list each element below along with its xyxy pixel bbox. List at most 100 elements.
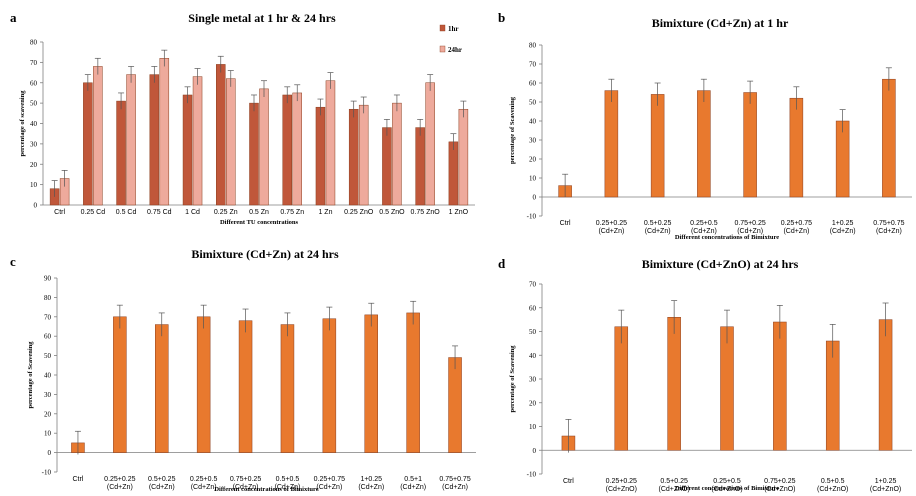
bar-a-0-7 xyxy=(282,94,292,206)
y-tick-label: 10 xyxy=(529,175,537,183)
x-category-label: 0.5+0.25 xyxy=(660,478,688,485)
y-tick-label: 60 xyxy=(529,80,537,88)
bar-b-0-7 xyxy=(882,78,896,198)
bar-a-1-7 xyxy=(292,92,302,206)
x-category-label: (Cd+Zn) xyxy=(783,228,809,235)
y-axis-label: percentage of Scavening xyxy=(509,96,516,164)
bar-a-0-11 xyxy=(415,127,425,206)
x-category-label: (Cd+Zn) xyxy=(316,484,342,491)
bar-c-0-4 xyxy=(238,320,253,453)
x-category-label: 0.75+0.75 xyxy=(439,476,470,483)
chart-title: Bimixture (Cd+ZnO) at 24 hrs xyxy=(642,257,799,271)
bar-c-0-9 xyxy=(448,357,462,453)
y-tick-label: 30 xyxy=(529,376,537,384)
y-tick-label: 0 xyxy=(533,194,537,202)
x-category-label: 1+0.25 xyxy=(832,220,854,227)
bar-a-1-12 xyxy=(458,108,469,206)
y-tick-label: 0 xyxy=(533,447,537,455)
y-tick-label: -10 xyxy=(527,213,537,221)
x-category-label: 0.25+0.75 xyxy=(314,476,345,483)
x-category-label: (Cd+Zn) xyxy=(598,228,624,235)
x-category-label: 0.75 Cd xyxy=(147,209,172,216)
bar-a-0-6 xyxy=(249,102,259,206)
y-tick-label: 60 xyxy=(30,79,38,87)
x-category-label: (Cd+ZnO) xyxy=(711,486,742,493)
y-axis-label: percentage of Scavening xyxy=(509,345,516,413)
y-tick-label: 80 xyxy=(529,42,537,50)
panel-letter: c xyxy=(10,254,16,269)
bar-a-0-9 xyxy=(348,108,359,206)
chart-panel-c: c Bimixture (Cd+Zn) at 24 hrs -10 0 10 20 30 40… xyxy=(10,247,476,493)
legend-swatch-1hr xyxy=(439,24,446,32)
x-category-label: (Cd+Zn) xyxy=(830,228,856,235)
bar-c-0-3 xyxy=(196,316,211,453)
x-category-label: 0.5+0.25 xyxy=(148,476,176,483)
x-category-label: (Cd+Zn) xyxy=(442,484,468,491)
bar-a-1-8 xyxy=(325,80,336,206)
panel-letter: b xyxy=(498,10,505,25)
bar-b-0-4 xyxy=(743,92,757,198)
x-category-label: 0.75+0.75 xyxy=(873,220,904,227)
x-category-label: 0.25+0.5 xyxy=(690,220,718,227)
y-tick-label: -10 xyxy=(42,469,52,477)
x-category-label: (Cd+Zn) xyxy=(645,228,671,235)
x-category-label: 1 Zn xyxy=(318,209,332,216)
x-category-label: 1 ZnO xyxy=(449,209,469,216)
bar-b-0-2 xyxy=(650,94,665,198)
x-category-label: 0.5 ZnO xyxy=(379,209,405,216)
chart-title: Single metal at 1 hr & 24 hrs xyxy=(188,11,336,25)
chart-panel-b: b Bimixture (Cd+Zn) at 1 hr -10 0 10 20 30 40 50… xyxy=(498,10,912,241)
x-category-label: 0.25+0.5 xyxy=(190,476,218,483)
x-category-label: (Cd+Zn) xyxy=(737,228,763,235)
x-category-label: 0.25 ZnO xyxy=(344,209,374,216)
y-tick-label: 40 xyxy=(529,352,537,360)
x-category-label: 0.25+0.25 xyxy=(104,476,135,483)
y-tick-label: 80 xyxy=(30,39,38,47)
y-tick-label: 70 xyxy=(30,59,38,67)
bar-b-0-3 xyxy=(697,90,711,198)
bar-a-0-2 xyxy=(116,100,126,206)
y-tick-label: 40 xyxy=(44,372,52,380)
x-category-label: Ctrl xyxy=(563,478,574,485)
bar-a-1-3 xyxy=(159,58,170,206)
x-category-label: 0.75+0.25 xyxy=(230,476,261,483)
bar-a-1-10 xyxy=(392,102,402,206)
bar-d-0-3 xyxy=(720,326,734,451)
y-tick-label: 10 xyxy=(30,181,38,189)
x-category-label: (Cd+Zn) xyxy=(358,484,384,491)
x-category-label: 0.75+0.25 xyxy=(764,478,795,485)
chart-title: Bimixture (Cd+Zn) at 1 hr xyxy=(652,16,789,30)
x-category-label: Ctrl xyxy=(560,220,571,227)
x-category-label: 1+0.25 xyxy=(360,476,382,483)
y-tick-label: 80 xyxy=(44,294,52,302)
y-axis-label: percentage of scavening xyxy=(19,90,26,157)
bar-a-1-9 xyxy=(358,104,369,206)
bar-c-0-8 xyxy=(406,312,420,453)
x-category-label: (Cd+ZnO) xyxy=(764,486,795,493)
bar-a-0-1 xyxy=(83,82,93,206)
x-axis-label: Different concentrations of Bimixture xyxy=(675,485,779,492)
x-category-label: (Cd+ZnO) xyxy=(658,486,689,493)
x-category-label: 0.75 ZnO xyxy=(411,209,441,216)
legend-label-24hr: 24hr xyxy=(448,46,462,54)
bar-c-0-1 xyxy=(113,316,127,453)
y-tick-label: 20 xyxy=(30,161,38,169)
x-category-label: 0.75+0.25 xyxy=(734,220,765,227)
bar-a-1-1 xyxy=(93,66,103,206)
x-category-label: 1+0.25 xyxy=(875,478,897,485)
x-category-label: (Cd+Zn) xyxy=(275,484,301,491)
bar-a-0-10 xyxy=(382,127,392,206)
y-tick-label: -10 xyxy=(527,471,537,479)
x-category-label: (Cd+Zn) xyxy=(400,484,426,491)
y-tick-label: 90 xyxy=(44,275,52,283)
y-tick-label: 50 xyxy=(529,328,537,336)
bar-a-0-5 xyxy=(216,64,226,206)
bar-a-1-2 xyxy=(126,74,136,206)
bar-b-0-5 xyxy=(789,97,804,198)
bar-a-1-6 xyxy=(259,88,269,206)
chart-panel-d: d Bimixture (Cd+ZnO) at 24 hrs -10 0 10 20 30 4… xyxy=(498,256,912,493)
bar-d-0-4 xyxy=(773,321,787,451)
x-category-label: 0.5+0.5 xyxy=(821,478,845,485)
bar-c-0-7 xyxy=(364,314,378,453)
